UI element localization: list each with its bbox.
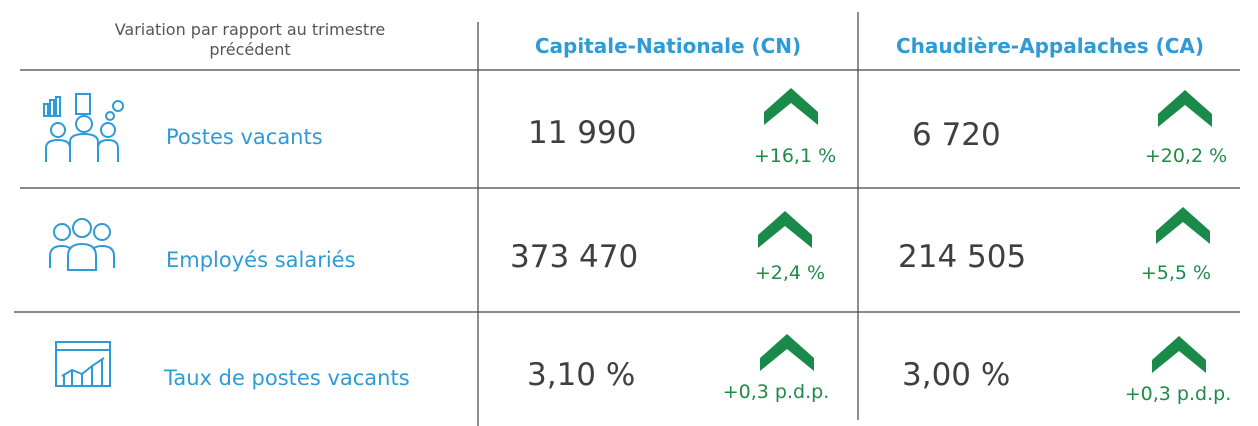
change: +20,2 % [1144, 145, 1228, 167]
value: 11 990 [528, 115, 637, 151]
value: 6 720 [912, 117, 1001, 153]
row-label: Employés salariés [166, 248, 356, 272]
icons [43, 93, 124, 387]
caption: Variation par rapport au trimestre précé… [114, 20, 386, 59]
change: +5,5 % [1140, 262, 1212, 284]
change: +0,3 p.d.p. [722, 381, 830, 403]
up-arrows [758, 88, 1212, 373]
column-header: Capitale-Nationale (CN) [534, 34, 802, 58]
row-label: Postes vacants [166, 125, 323, 149]
value: 373 470 [510, 239, 639, 275]
value: 3,00 % [902, 357, 1011, 393]
change: +16,1 % [753, 145, 837, 167]
change: +0,3 p.d.p. [1124, 383, 1232, 405]
value: 214 505 [898, 239, 1027, 275]
value: 3,10 % [527, 357, 636, 393]
row-label: Taux de postes vacants [164, 366, 410, 390]
change: +2,4 % [754, 262, 826, 284]
column-header: Chaudière-Appalaches (CA) [895, 34, 1205, 58]
